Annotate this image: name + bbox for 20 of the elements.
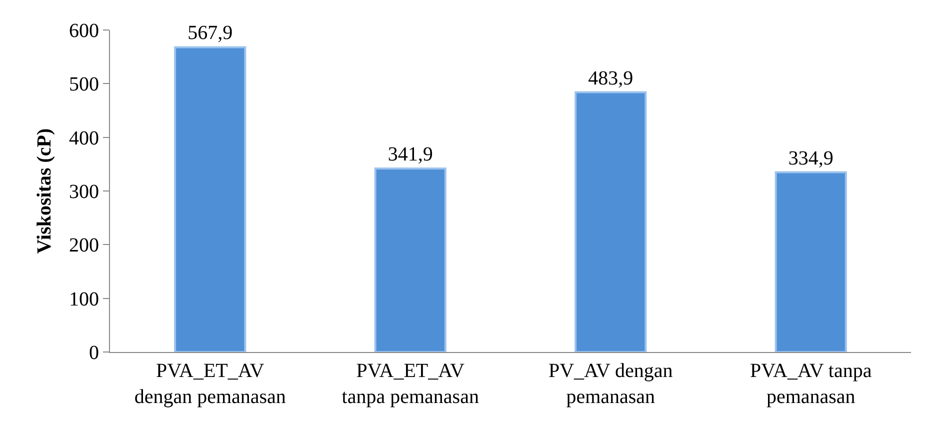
y-tick-label: 100	[69, 288, 99, 310]
y-tick-label: 400	[69, 127, 99, 150]
y-tick-label: 300	[69, 181, 99, 203]
y-axis-title: Viskositas (cP)	[34, 128, 56, 254]
x-tick-label: PVA_AV tanpa pemanasan	[750, 360, 872, 408]
x-tick-label: PVA_ET_AV tanpa pemanasan	[342, 360, 479, 408]
data-label: 341,9	[388, 144, 433, 166]
data-label: 567,9	[188, 22, 233, 44]
y-tick-label: 600	[69, 20, 99, 42]
data-label: 334,9	[788, 147, 834, 170]
bar	[574, 91, 647, 352]
bar	[774, 171, 847, 352]
y-tick-label: 200	[69, 234, 99, 257]
y-tick-label: 500	[69, 74, 99, 96]
bar	[374, 168, 446, 352]
bar	[174, 46, 246, 352]
x-tick-label: PV_AV dengan pemanasan	[548, 360, 673, 408]
x-tick-label: PVA_ET_AV dengan pemanasan	[134, 360, 286, 408]
y-tick-label: 0	[89, 342, 99, 364]
data-label: 483,9	[588, 67, 634, 90]
